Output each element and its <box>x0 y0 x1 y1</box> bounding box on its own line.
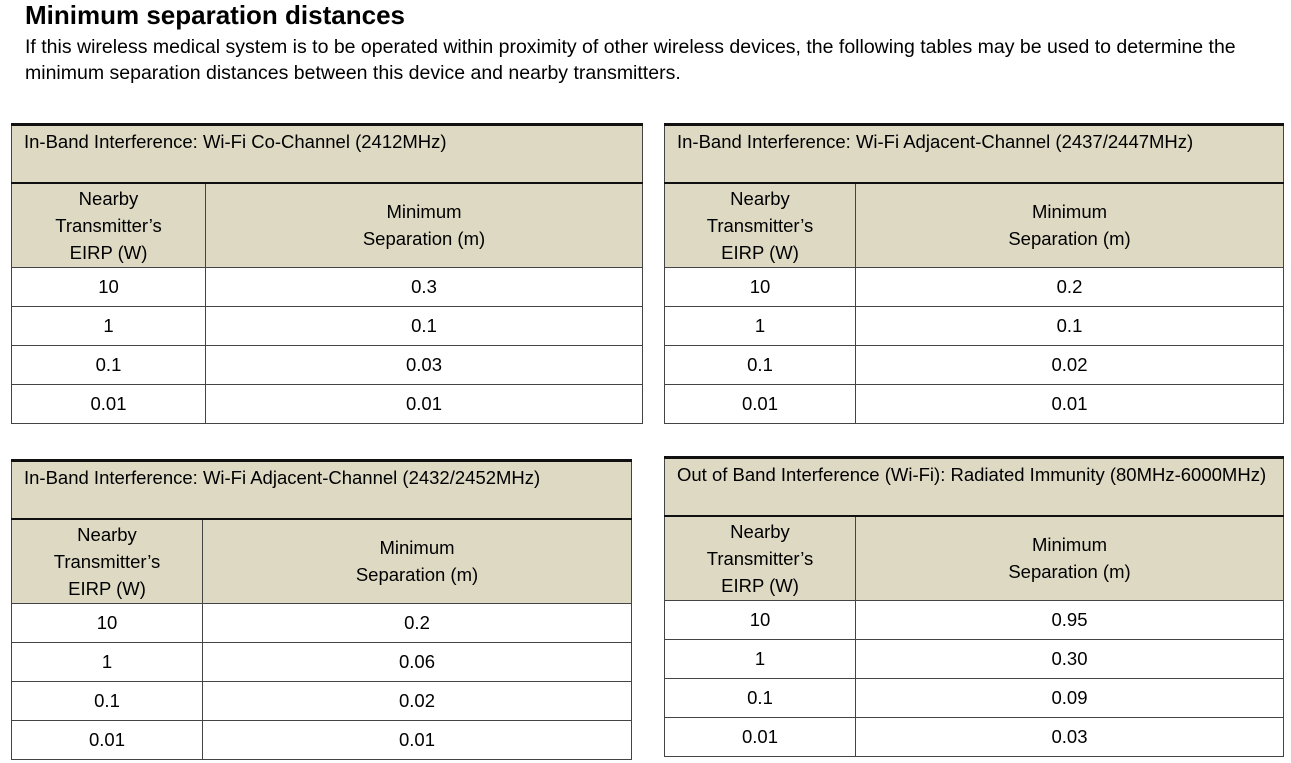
column-header-text: Minimum Separation (m) <box>362 201 486 250</box>
table-cell: 0.03 <box>205 345 643 385</box>
table-cell: 0.1 <box>664 678 856 718</box>
column-header: Minimum Separation (m) <box>854 515 1285 601</box>
table-cell: 1 <box>664 639 856 679</box>
column-header: Nearby Transmitter’s EIRP (W) <box>11 182 206 268</box>
table-cell: 10 <box>664 267 856 307</box>
table-cell: 0.1 <box>11 345 206 385</box>
data-table: Out of Band Interference (Wi-Fi): Radiat… <box>663 456 1285 757</box>
table-row: 0.1 0.02 <box>664 345 1285 385</box>
column-header-text: Nearby Transmitter’s EIRP (W) <box>706 520 814 596</box>
table-row: 1 0.30 <box>664 639 1285 679</box>
table-cell: 1 <box>11 642 203 682</box>
column-header-text: Minimum Separation (m) <box>1008 201 1131 250</box>
table-row: 0.01 0.01 <box>11 720 633 760</box>
data-table: In-Band Interference: Wi-Fi Co-Channel (… <box>11 123 643 424</box>
column-header: Minimum Separation (m) <box>854 182 1285 268</box>
title-row: In-Band Interference: Wi-Fi Adjacent-Cha… <box>663 124 1285 184</box>
column-header-text: Minimum Separation (m) <box>1008 534 1131 583</box>
table-row: 0.01 0.01 <box>664 384 1285 424</box>
table-cell: 0.02 <box>201 681 633 721</box>
table-cell: 0.02 <box>854 345 1285 385</box>
table-row: 0.01 0.01 <box>11 384 643 424</box>
column-header: Nearby Transmitter’s EIRP (W) <box>664 515 856 601</box>
table-row: 0.01 0.03 <box>664 717 1285 757</box>
table-cell: 10 <box>664 600 856 640</box>
table-row: 0.1 0.09 <box>664 678 1285 718</box>
title-row: In-Band Interference: Wi-Fi Co-Channel (… <box>11 124 643 184</box>
table-cell: 0.1 <box>11 681 203 721</box>
data-table: In-Band Interference: Wi-Fi Adjacent-Cha… <box>663 123 1285 424</box>
table-row: 1 0.1 <box>11 306 643 346</box>
table-cell: 0.03 <box>854 717 1285 757</box>
table-cell: 0.95 <box>854 600 1285 640</box>
data-table: In-Band Interference: Wi-Fi Adjacent-Cha… <box>10 459 633 760</box>
column-header: Nearby Transmitter’s EIRP (W) <box>11 518 203 604</box>
column-header-row: Nearby Transmitter’s EIRP (W) Minimum Sep… <box>11 182 643 268</box>
table-cell: 0.01 <box>664 717 856 757</box>
table-title: In-Band Interference: Wi-Fi Adjacent-Cha… <box>10 460 633 520</box>
table-row: 1 0.06 <box>11 642 633 682</box>
table-row: 10 0.95 <box>664 600 1285 640</box>
page-title: Minimum separation distances <box>25 0 405 30</box>
table-row: 10 0.2 <box>11 603 633 643</box>
column-header: Minimum Separation (m) <box>205 182 643 268</box>
table-cell: 10 <box>11 267 206 307</box>
table-cell: 0.30 <box>854 639 1285 679</box>
table-cell: 1 <box>11 306 206 346</box>
table-cell: 1 <box>664 306 856 346</box>
table-cell: 0.01 <box>205 384 643 424</box>
column-header-text: Nearby Transmitter’s EIRP (W) <box>55 187 162 263</box>
table-row: 10 0.2 <box>664 267 1285 307</box>
table-row: 0.1 0.03 <box>11 345 643 385</box>
table-cell: 0.06 <box>201 642 633 682</box>
title-row: Out of Band Interference (Wi-Fi): Radiat… <box>663 457 1285 517</box>
table-title: Out of Band Interference (Wi-Fi): Radiat… <box>663 457 1285 517</box>
table-cell: 0.01 <box>201 720 633 760</box>
table-cell: 0.2 <box>854 267 1285 307</box>
column-header-text: Nearby Transmitter’s EIRP (W) <box>706 187 814 263</box>
column-header-row: Nearby Transmitter’s EIRP (W) Minimum Sep… <box>11 518 633 604</box>
table-title: In-Band Interference: Wi-Fi Adjacent-Cha… <box>663 124 1285 184</box>
column-header: Minimum Separation (m) <box>201 518 633 604</box>
table-row: 10 0.3 <box>11 267 643 307</box>
intro-text: If this wireless medical system is to be… <box>25 36 1236 84</box>
column-header: Nearby Transmitter’s EIRP (W) <box>664 182 856 268</box>
table-cell: 0.01 <box>11 384 206 424</box>
table-cell: 0.2 <box>201 603 633 643</box>
column-header-row: Nearby Transmitter’s EIRP (W) Minimum Sep… <box>664 515 1285 601</box>
table-cell: 0.01 <box>854 384 1285 424</box>
table-cell: 0.3 <box>205 267 643 307</box>
column-header-text: Nearby Transmitter’s EIRP (W) <box>53 523 161 599</box>
table-cell: 10 <box>11 603 203 643</box>
column-header-row: Nearby Transmitter’s EIRP (W) Minimum Sep… <box>664 182 1285 268</box>
table-cell: 0.09 <box>854 678 1285 718</box>
table-title: In-Band Interference: Wi-Fi Co-Channel (… <box>11 124 643 184</box>
table-row: 0.1 0.02 <box>11 681 633 721</box>
table-cell: 0.1 <box>854 306 1285 346</box>
table-row: 1 0.1 <box>664 306 1285 346</box>
column-header-text: Minimum Separation (m) <box>355 537 479 586</box>
table-cell: 0.1 <box>205 306 643 346</box>
title-row: In-Band Interference: Wi-Fi Adjacent-Cha… <box>10 460 633 520</box>
table-cell: 0.01 <box>11 720 203 760</box>
table-cell: 0.01 <box>664 384 856 424</box>
table-cell: 0.1 <box>664 345 856 385</box>
